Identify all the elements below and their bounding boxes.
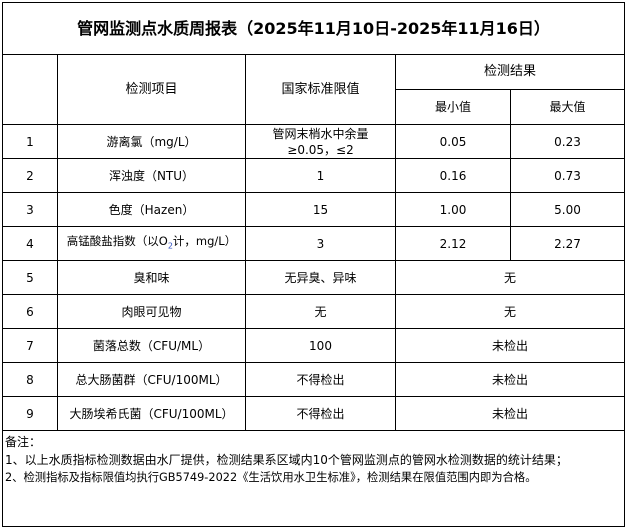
row-result: 未检出 xyxy=(394,362,626,397)
row-result: 无 xyxy=(394,294,626,329)
row-item: 浑浊度（NTU） xyxy=(57,158,246,193)
row-no: 4 xyxy=(2,226,58,261)
row-no: 5 xyxy=(2,260,58,295)
row-max: 5.00 xyxy=(509,192,626,227)
header-item: 检测项目 xyxy=(57,54,246,125)
row-item-sub: 2 xyxy=(167,241,173,251)
row-result: 未检出 xyxy=(394,328,626,363)
notes-heading: 备注： xyxy=(5,435,42,449)
row-standard: 15 xyxy=(245,192,396,227)
row-no: 1 xyxy=(2,124,58,159)
row-standard: 无异臭、异味 xyxy=(245,260,396,295)
table-row: 8 总大肠菌群（CFU/100ML） 不得检出 未检出 xyxy=(2,362,626,397)
row-min: 2.12 xyxy=(395,226,511,261)
row-standard: 不得检出 xyxy=(245,362,396,397)
header-no xyxy=(2,54,58,125)
table-row: 9 大肠埃希氏菌（CFU/100ML） 不得检出 未检出 xyxy=(2,396,626,431)
notes-line-1: 1、以上水质指标检测数据由水厂提供，检测结果系区域内10个管网监测点的管网水检测… xyxy=(5,453,568,467)
header-min: 最小值 xyxy=(395,89,511,125)
report-title: 管网监测点水质周报表（2025年11月10日-2025年11月16日） xyxy=(1,2,626,55)
table-row: 5 臭和味 无异臭、异味 无 xyxy=(2,260,626,295)
row-no: 9 xyxy=(2,396,58,431)
table-row: 6 肉眼可见物 无 无 xyxy=(2,294,626,329)
row-max: 2.27 xyxy=(509,226,626,261)
table-row: 1 游离氯（mg/L） 管网末梢水中余量≥0.05，≤2 0.05 0.23 xyxy=(2,124,626,159)
row-min: 0.16 xyxy=(395,158,511,193)
row-no: 7 xyxy=(2,328,58,363)
header-standard: 国家标准限值 xyxy=(245,54,396,125)
table-row: 3 色度（Hazen） 15 1.00 5.00 xyxy=(2,192,626,227)
row-item: 菌落总数（CFU/ML） xyxy=(57,328,246,363)
row-no: 6 xyxy=(2,294,58,329)
notes: 备注： 1、以上水质指标检测数据由水厂提供，检测结果系区域内10个管网监测点的管… xyxy=(1,430,626,527)
row-standard: 无 xyxy=(245,294,396,329)
row-no: 8 xyxy=(2,362,58,397)
row-item: 色度（Hazen） xyxy=(57,192,246,227)
row-no: 3 xyxy=(2,192,58,227)
row-standard: 1 xyxy=(245,158,396,193)
row-item: 游离氯（mg/L） xyxy=(57,124,246,159)
row-result: 无 xyxy=(394,260,626,295)
header-max: 最大值 xyxy=(509,89,626,125)
row-item-pre: 高锰酸盐指数（以O xyxy=(66,233,168,248)
notes-line-2: 2、检测指标及指标限值均执行GB5749-2022《生活饮用水卫生标准》，检测结… xyxy=(5,471,537,484)
row-item: 大肠埃希氏菌（CFU/100ML） xyxy=(57,396,246,431)
row-result: 未检出 xyxy=(394,396,626,431)
row-standard: 不得检出 xyxy=(245,396,396,431)
row-standard: 3 xyxy=(245,226,396,261)
row-min: 1.00 xyxy=(395,192,511,227)
table-row: 7 菌落总数（CFU/ML） 100 未检出 xyxy=(2,328,626,363)
row-item-post: 计，mg/L） xyxy=(172,233,237,248)
row-no: 2 xyxy=(2,158,58,193)
row-max: 0.73 xyxy=(509,158,626,193)
row-item: 臭和味 xyxy=(57,260,246,295)
row-item: 肉眼可见物 xyxy=(57,294,246,329)
row-min: 0.05 xyxy=(395,124,511,159)
row-item: 高锰酸盐指数（以O2计，mg/L） xyxy=(57,226,246,261)
row-standard: 管网末梢水中余量≥0.05，≤2 xyxy=(245,124,396,159)
row-standard: 100 xyxy=(245,328,396,363)
row-max: 0.23 xyxy=(509,124,626,159)
table-row: 2 浑浊度（NTU） 1 0.16 0.73 xyxy=(2,158,626,193)
row-item: 总大肠菌群（CFU/100ML） xyxy=(57,362,246,397)
header-result: 检测结果 xyxy=(394,54,626,90)
table-row: 4 高锰酸盐指数（以O2计，mg/L） 3 2.12 2.27 xyxy=(2,226,626,261)
